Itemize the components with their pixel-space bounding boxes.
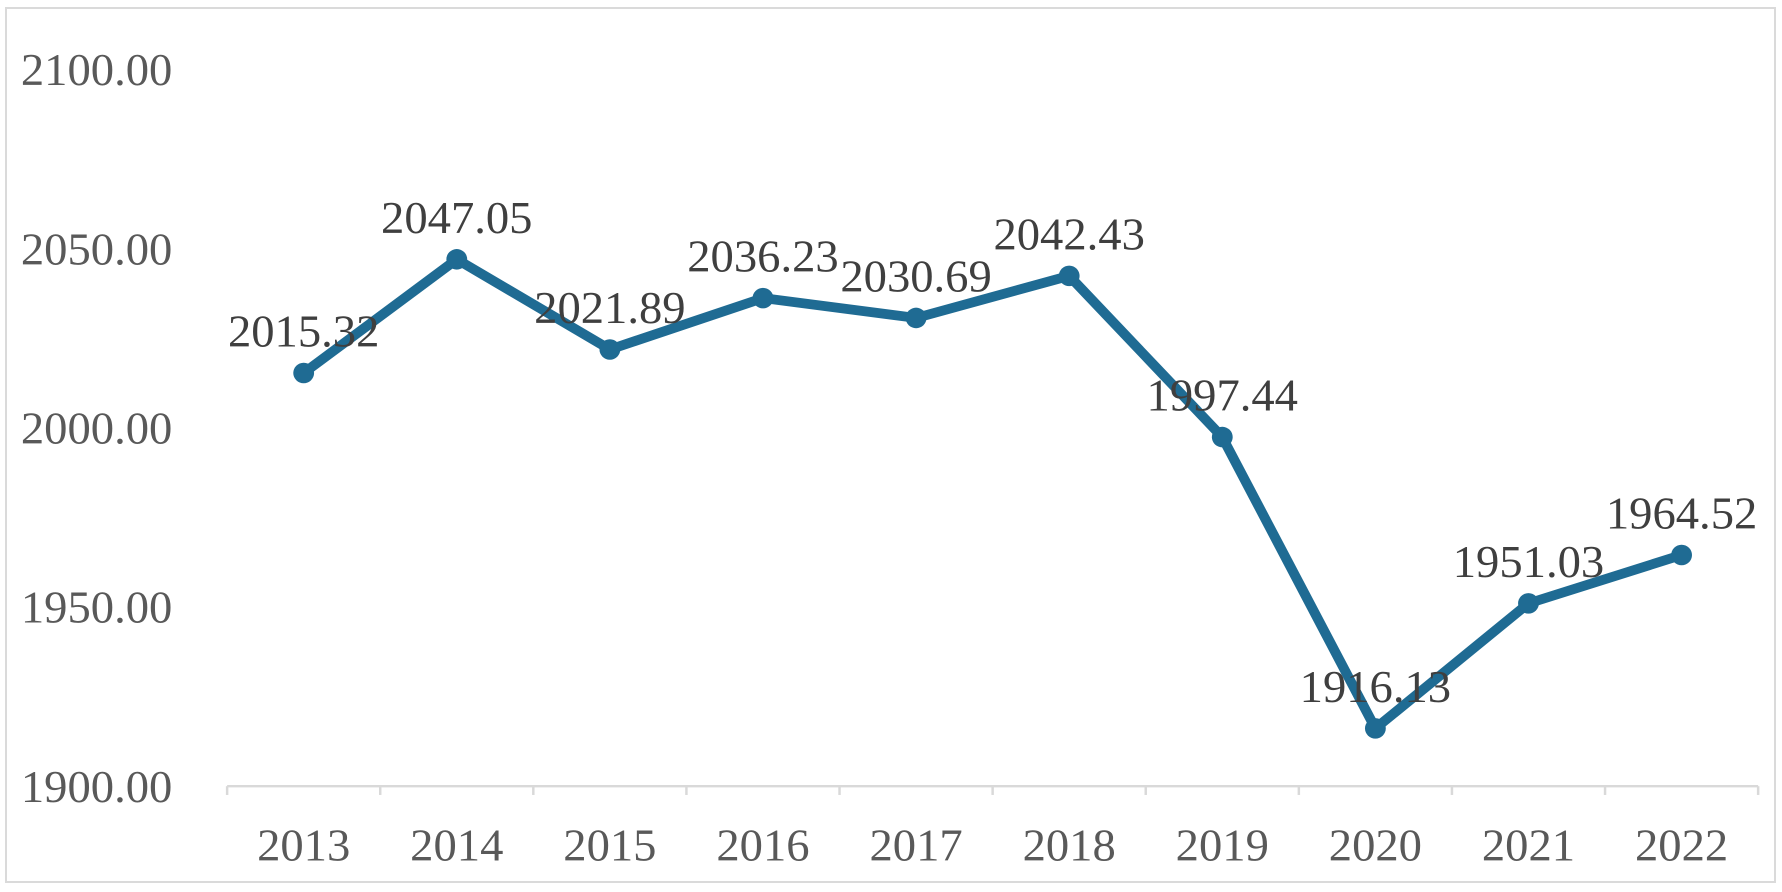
data-label: 1951.03 [1453,537,1604,588]
x-axis-label: 2018 [1023,821,1116,872]
y-axis-label: 1950.00 [21,583,172,634]
data-label: 2021.89 [534,283,685,334]
x-axis-label: 2015 [563,821,656,872]
data-label: 1964.52 [1606,489,1757,540]
data-point-marker [752,287,774,309]
data-point-marker [1211,426,1233,448]
x-axis-label: 2014 [410,821,503,872]
data-label: 1916.13 [1300,662,1451,713]
x-axis-label: 2019 [1176,821,1269,872]
data-point-marker [1058,265,1080,287]
x-axis-label: 2021 [1482,821,1575,872]
x-axis-label: 2022 [1635,821,1728,872]
x-axis-label: 2016 [716,821,809,872]
x-axis-label: 2017 [869,821,962,872]
data-label: 2030.69 [840,252,991,303]
data-point-marker [1364,718,1386,739]
series-line [298,254,1687,734]
y-axis-label: 2000.00 [21,404,172,455]
data-label: 1997.44 [1147,371,1298,422]
line-chart-svg: 1900.00 1950.00 2000.00 2050.00 2100.00 2013 2… [21,46,1760,872]
chart-frame: 1900.00 1950.00 2000.00 2050.00 2100.00 2013 2… [5,7,1776,883]
y-axis-label: 1900.00 [21,762,172,813]
data-point-marker [446,249,468,270]
x-axis-label: 2020 [1329,821,1422,872]
data-point-marker [1671,544,1692,566]
data-label: 2036.23 [687,232,838,283]
data-label: 2047.05 [381,193,532,244]
data-point-marker [905,307,927,329]
data-point-marker [599,339,621,360]
y-axis-label: 2050.00 [21,225,172,276]
y-axis-label: 2100.00 [21,46,172,97]
data-label: 2015.32 [228,307,379,358]
data-point-marker [1518,593,1539,614]
data-point-marker [293,362,315,384]
x-axis-label: 2013 [257,821,350,872]
data-label: 2042.43 [993,210,1144,261]
